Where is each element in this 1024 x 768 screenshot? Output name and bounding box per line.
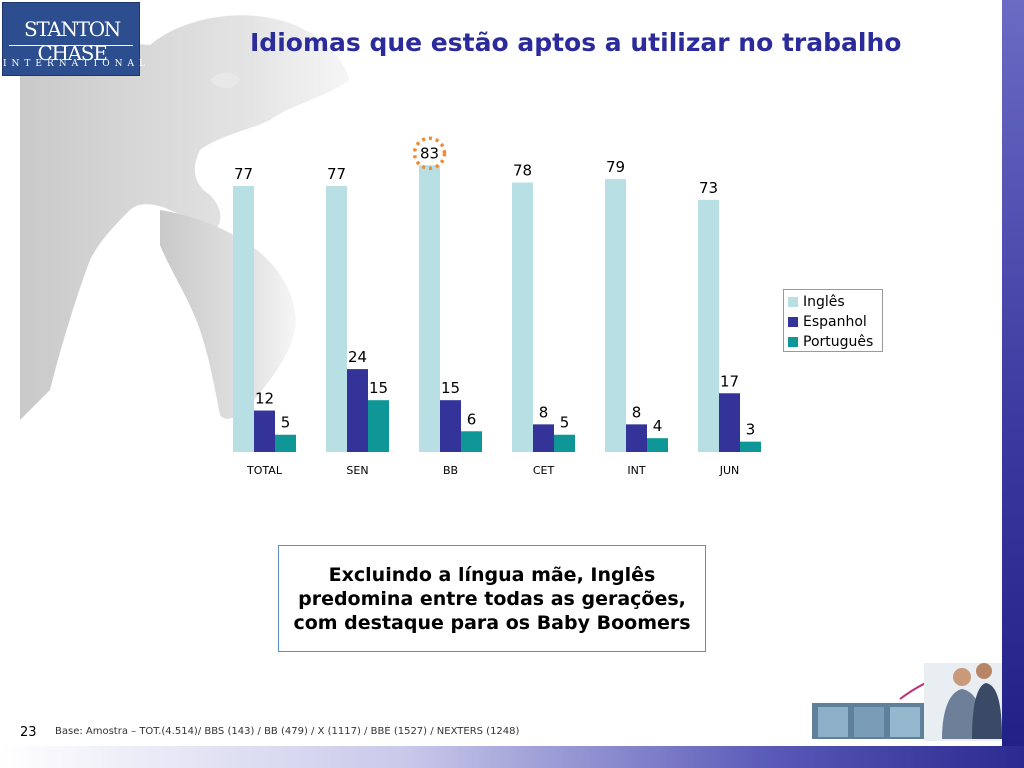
bar-ingles-total	[233, 186, 254, 452]
data-label-portugues-sen: 15	[369, 379, 388, 397]
data-label-espanhol-jun: 17	[720, 372, 739, 390]
page-title: Idiomas que estão aptos a utilizar no tr…	[250, 28, 902, 57]
bar-espanhol-sen	[347, 369, 368, 452]
logo-subtext: INTERNATIONAL	[3, 59, 150, 69]
data-label-ingles-total: 77	[234, 165, 253, 183]
page-number: 23	[20, 725, 37, 740]
company-logo: STANTON CHASE INTERNATIONAL	[2, 2, 150, 76]
legend-swatch-espanhol	[788, 317, 798, 327]
bar-portugues-total	[275, 434, 296, 452]
data-label-espanhol-bb: 15	[441, 379, 460, 397]
legend-label-espanhol: Espanhol	[803, 314, 867, 330]
bar-ingles-int	[605, 179, 626, 452]
data-label-portugues-bb: 6	[467, 410, 477, 428]
legend-label-ingles: Inglês	[803, 294, 845, 310]
bar-espanhol-total	[254, 410, 275, 452]
decorative-right-band	[1002, 0, 1024, 768]
x-tick-label-total: TOTAL	[246, 464, 283, 477]
business-people-photo	[812, 663, 1002, 741]
data-label-portugues-int: 4	[653, 417, 663, 435]
data-label-espanhol-total: 12	[255, 390, 274, 408]
data-label-espanhol-sen: 24	[348, 348, 367, 366]
legend-item-espanhol: Espanhol	[788, 312, 882, 332]
data-label-portugues-jun: 3	[746, 421, 756, 439]
world-map-background	[20, 15, 350, 420]
legend-swatch-portugues	[788, 337, 798, 347]
sample-base-note: Base: Amostra – TOT.(4.514)/ BBS (143) /…	[55, 726, 520, 737]
data-label-ingles-int: 79	[606, 158, 625, 176]
x-tick-label-int: INT	[627, 464, 645, 477]
data-label-espanhol-int: 8	[632, 403, 642, 421]
legend-item-ingles: Inglês	[788, 292, 882, 312]
bar-ingles-jun	[698, 199, 719, 452]
legend-item-portugues: Português	[788, 332, 882, 352]
x-tick-label-bb: BB	[443, 464, 458, 477]
data-label-portugues-total: 5	[281, 414, 291, 432]
highlight-circle	[412, 136, 447, 171]
bar-portugues-cet	[554, 434, 575, 452]
callout-box: Excluindo a língua mãe, Inglês predomina…	[278, 545, 706, 652]
data-label-ingles-jun: 73	[699, 179, 718, 197]
bar-portugues-int	[647, 438, 668, 452]
data-label-espanhol-cet: 8	[539, 403, 549, 421]
x-tick-label-sen: SEN	[346, 464, 368, 477]
bar-ingles-cet	[512, 182, 533, 452]
bar-espanhol-int	[626, 424, 647, 452]
bar-portugues-jun	[740, 441, 761, 452]
legend-swatch-ingles	[788, 297, 798, 307]
chart-legend: Inglês Espanhol Português	[783, 289, 883, 352]
x-tick-label-cet: CET	[533, 464, 555, 477]
legend-label-portugues: Português	[803, 334, 874, 350]
data-label-portugues-cet: 5	[560, 414, 570, 432]
x-tick-label-jun: JUN	[719, 464, 740, 477]
bar-ingles-sen	[326, 186, 347, 452]
bar-espanhol-cet	[533, 424, 554, 452]
data-label-ingles-sen: 77	[327, 165, 346, 183]
bar-espanhol-bb	[440, 400, 461, 452]
data-label-ingles-bb: 83	[420, 144, 439, 162]
bar-espanhol-jun	[719, 393, 740, 452]
logo-divider	[9, 45, 133, 46]
bar-portugues-bb	[461, 431, 482, 452]
decorative-bottom-band	[0, 746, 1024, 768]
data-label-ingles-cet: 78	[513, 162, 532, 180]
bar-portugues-sen	[368, 400, 389, 452]
bar-ingles-bb	[419, 165, 440, 453]
